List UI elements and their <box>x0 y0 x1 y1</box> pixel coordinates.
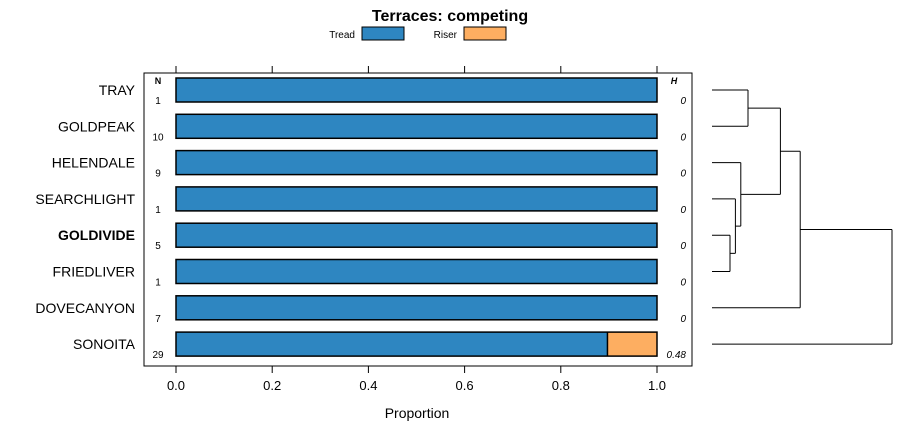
h-value: 0.48 <box>667 350 687 361</box>
x-axis: 0.0 0.2 0.4 0.6 0.8 1.0 <box>167 66 666 393</box>
bar-segment-tread <box>176 150 657 175</box>
category-label: FRIEDLIVER <box>53 264 135 280</box>
n-value: 1 <box>155 205 161 216</box>
n-value: 29 <box>152 350 164 361</box>
bar-segment-riser <box>607 332 657 357</box>
n-value: 7 <box>155 314 161 325</box>
bar-outline <box>175 113 658 140</box>
bar-outline <box>175 295 658 321</box>
h-value: 0 <box>680 96 686 107</box>
bar-segment-tread <box>176 295 657 320</box>
bar-segment-tread <box>176 78 657 102</box>
plot-panel-border <box>143 72 693 367</box>
n-value: 1 <box>155 96 161 107</box>
legend-swatch-tread <box>361 26 405 41</box>
n-column-header: N <box>155 76 162 86</box>
h-value: 0 <box>680 278 686 289</box>
x-tick-label: 0.6 <box>456 378 474 393</box>
x-tick-label: 0.4 <box>359 378 377 393</box>
x-tick-label: 1.0 <box>648 378 666 393</box>
h-column-header: H <box>671 76 678 86</box>
bar-segment-tread <box>176 186 657 211</box>
h-value: 0 <box>680 205 686 216</box>
bar-segment-tread <box>176 332 608 357</box>
bar-outline <box>175 149 658 176</box>
bar-outline <box>175 331 658 357</box>
n-value: 10 <box>152 132 164 143</box>
legend-swatch-riser <box>463 26 507 41</box>
bar-segment-tread <box>176 114 657 139</box>
h-value: 0 <box>680 241 686 252</box>
bar-segment-tread <box>176 223 657 248</box>
category-label: HELENDALE <box>52 155 135 171</box>
n-value: 9 <box>155 169 161 180</box>
bar-outline <box>175 186 658 212</box>
bar-segment-tread <box>176 259 657 284</box>
n-value: 5 <box>155 241 161 252</box>
chart-title: Terraces: competing <box>372 8 528 25</box>
x-tick-label: 0.0 <box>167 378 185 393</box>
bar-outline <box>175 77 658 103</box>
bar-outline <box>175 222 658 248</box>
legend-label-riser: Riser <box>434 30 458 41</box>
x-axis-label: Proportion <box>385 405 450 421</box>
n-value: 1 <box>155 278 161 289</box>
h-value: 0 <box>680 132 686 143</box>
x-tick-label: 0.8 <box>552 378 570 393</box>
h-value: 0 <box>680 169 686 180</box>
category-label: GOLDIVIDE <box>58 227 135 243</box>
bar-outline <box>175 258 658 285</box>
category-label: SONOITA <box>73 336 136 352</box>
category-label: DOVECANYON <box>35 300 135 316</box>
h-value: 0 <box>680 314 686 325</box>
dendrogram <box>712 89 893 345</box>
category-label: TRAY <box>99 82 136 98</box>
legend-label-tread: Tread <box>329 30 355 41</box>
x-tick-label: 0.2 <box>263 378 281 393</box>
category-label: SEARCHLIGHT <box>35 191 135 207</box>
category-label: GOLDPEAK <box>58 118 136 134</box>
legend: Tread Riser <box>329 26 507 41</box>
